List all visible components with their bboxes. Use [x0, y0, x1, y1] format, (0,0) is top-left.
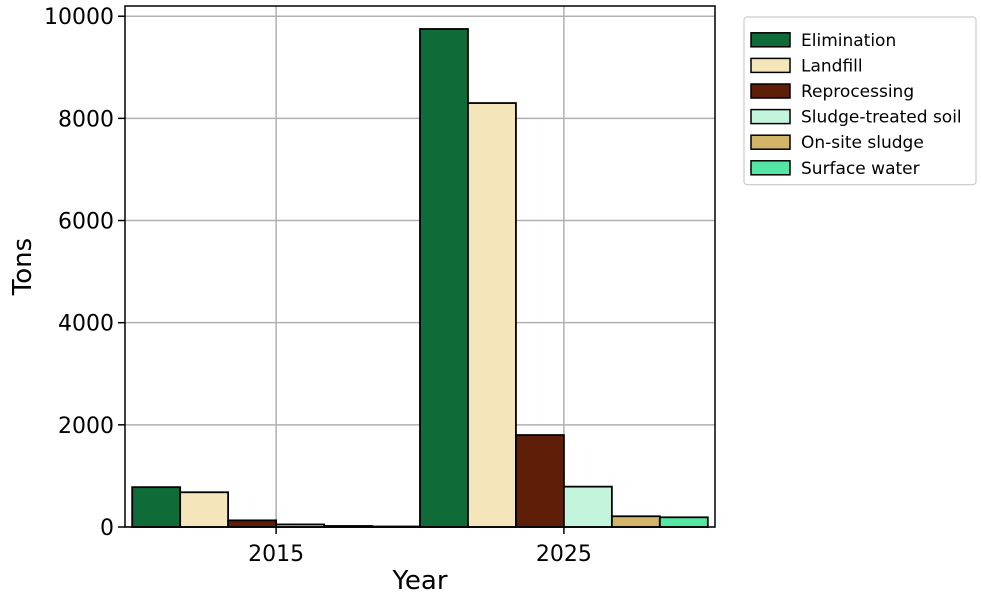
bar-reprocessing-2025	[515, 434, 565, 528]
legend-label: On-site sludge	[801, 133, 924, 153]
x-tick-label: 2015	[248, 542, 304, 567]
legend-label: Elimination	[801, 31, 896, 51]
y-tick-label: 8000	[58, 107, 114, 132]
y-tick-label: 4000	[58, 312, 114, 337]
bar-elimination-2015	[131, 486, 182, 528]
legend-label: Landfill	[801, 56, 863, 76]
bar-landfill-2025	[467, 102, 517, 528]
bars	[131, 28, 709, 528]
legend-label: Sludge-treated soil	[801, 108, 962, 128]
y-tick-label: 0	[100, 516, 114, 541]
legend-swatch	[750, 160, 791, 176]
legend-swatch	[750, 32, 791, 48]
legend-swatch	[750, 134, 791, 150]
bar-on-site-sludge-2025	[610, 515, 661, 528]
bar-sludge-treated-soil-2025	[563, 485, 613, 528]
plot-area-frame	[124, 5, 716, 528]
x-tick-label: 2025	[536, 542, 592, 567]
legend-label: Reprocessing	[801, 82, 914, 102]
x-axis-label: Year	[391, 566, 447, 595]
legend-label: Surface water	[801, 159, 920, 179]
bar-elimination-2025	[419, 28, 469, 528]
bar-surface-water-2025	[658, 516, 709, 528]
y-axis-ticks: 0 2000 4000 6000 8000 10000	[44, 5, 125, 541]
y-tick-label: 6000	[58, 210, 114, 235]
bar-landfill-2015	[179, 491, 230, 528]
legend-swatch	[750, 108, 791, 125]
legend-swatch	[750, 57, 791, 74]
bar-reprocessing-2015	[227, 519, 277, 528]
y-axis-label: Tons	[8, 238, 38, 296]
legend-frame	[743, 16, 977, 186]
legend-swatch	[750, 83, 791, 99]
x-axis-ticks: 2015 2025	[248, 527, 592, 567]
y-tick-label: 2000	[58, 414, 114, 439]
y-tick-label: 10000	[44, 5, 114, 30]
legend: Elimination Landfill Reprocessing Sludge-tr…	[743, 16, 977, 186]
